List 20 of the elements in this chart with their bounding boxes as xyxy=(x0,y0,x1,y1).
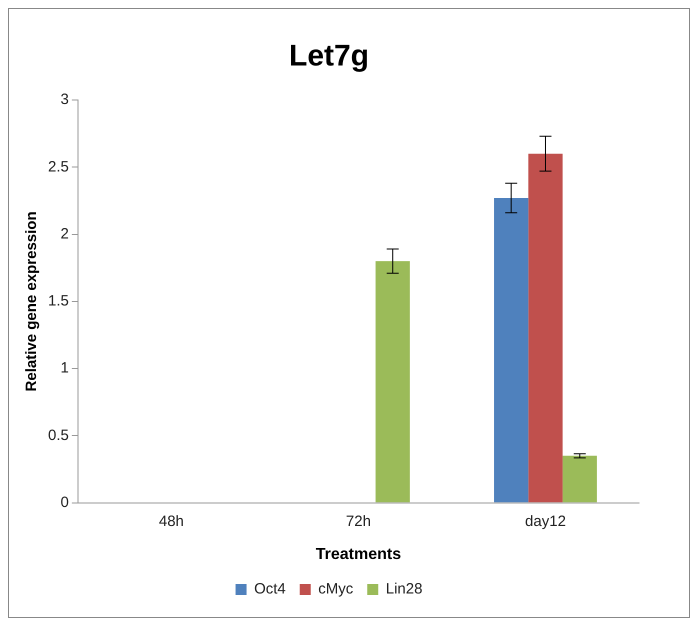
y-tick-label: 0.5 xyxy=(48,426,69,444)
legend-label: Oct4 xyxy=(254,580,286,598)
chart-title: Let7g xyxy=(288,39,370,72)
bar xyxy=(376,261,410,502)
y-tick-label: 3 xyxy=(60,91,69,108)
y-tick-label: 0 xyxy=(60,494,69,511)
legend-label: cMyc xyxy=(318,580,354,598)
y-tick-label: 2.5 xyxy=(48,158,69,176)
legend-label: Lin28 xyxy=(386,580,422,598)
y-axis-title: Relative gene expression xyxy=(23,211,40,392)
y-tick-label: 1.5 xyxy=(48,292,69,310)
bar xyxy=(562,456,597,502)
y-tick-label: 2 xyxy=(60,225,69,242)
y-tick-label: 1 xyxy=(60,360,69,377)
bar xyxy=(494,198,528,502)
bar xyxy=(528,154,563,502)
x-tick-label: 72h xyxy=(346,512,371,530)
x-axis-title: Treatments xyxy=(316,546,402,563)
x-tick-label: day12 xyxy=(525,512,566,530)
x-tick-label: 48h xyxy=(158,512,184,530)
